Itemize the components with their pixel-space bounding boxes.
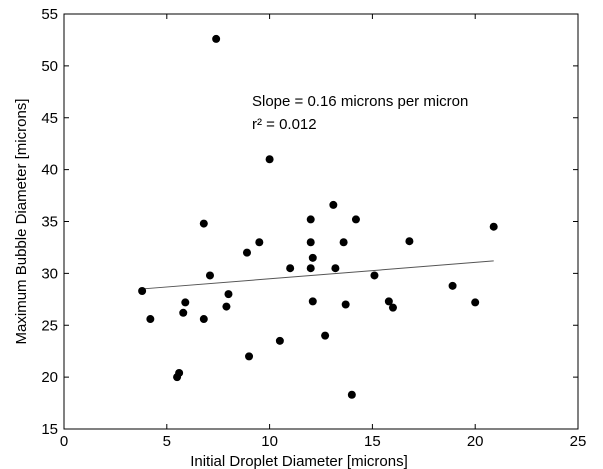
regression-line [142, 260, 494, 290]
y-tick-label: 45 [41, 110, 58, 127]
data-point [222, 302, 231, 311]
data-point [138, 287, 147, 296]
x-tick-label: 15 [364, 433, 381, 450]
data-point [384, 297, 393, 306]
data-point [255, 238, 264, 247]
data-point [308, 253, 317, 262]
slope-annotation: Slope = 0.16 microns per micron [252, 93, 468, 110]
r-squared-annotation: r² = 0.012 [252, 116, 317, 133]
data-point [224, 290, 233, 299]
data-point [242, 248, 251, 257]
data-point [331, 264, 340, 273]
x-axis-label: Initial Droplet Diameter [microns] [190, 453, 408, 469]
data-point [308, 297, 317, 306]
data-point [212, 34, 221, 43]
y-tick-label: 40 [41, 162, 58, 179]
data-point [351, 215, 360, 224]
data-point [199, 315, 208, 324]
x-tick-label: 5 [163, 433, 171, 450]
data-point [341, 300, 350, 309]
data-point [265, 155, 274, 164]
data-point [306, 264, 315, 273]
y-axis-label: Maximum Bubble Diameter [microns] [13, 99, 30, 345]
y-tick-label: 50 [41, 58, 58, 75]
data-point [388, 303, 397, 312]
data-point [321, 331, 330, 340]
data-point [370, 271, 379, 280]
data-point [405, 237, 414, 246]
x-tick-label: 10 [261, 433, 278, 450]
y-tick-label: 15 [41, 421, 58, 438]
data-point [306, 215, 315, 224]
data-point [339, 238, 348, 247]
data-point [286, 264, 295, 273]
data-point [329, 200, 338, 209]
x-tick-label: 0 [60, 433, 68, 450]
y-tick-label: 25 [41, 317, 58, 334]
data-point [245, 352, 254, 361]
y-tick-label: 55 [41, 6, 58, 23]
data-point [471, 298, 480, 307]
data-point [181, 298, 190, 307]
data-point [275, 336, 284, 345]
x-tick-label: 20 [467, 433, 484, 450]
y-tick-label: 20 [41, 369, 58, 386]
data-point [448, 281, 457, 290]
data-point [347, 390, 356, 399]
y-tick-label: 35 [41, 214, 58, 231]
y-tick-label: 30 [41, 265, 58, 282]
data-point [489, 222, 498, 231]
x-tick-label: 25 [570, 433, 587, 450]
data-point [205, 271, 214, 280]
plot-frame [63, 13, 579, 430]
data-point [146, 315, 155, 324]
data-point [179, 308, 188, 317]
data-point [306, 238, 315, 247]
data-point [199, 219, 208, 228]
data-point [175, 368, 184, 377]
